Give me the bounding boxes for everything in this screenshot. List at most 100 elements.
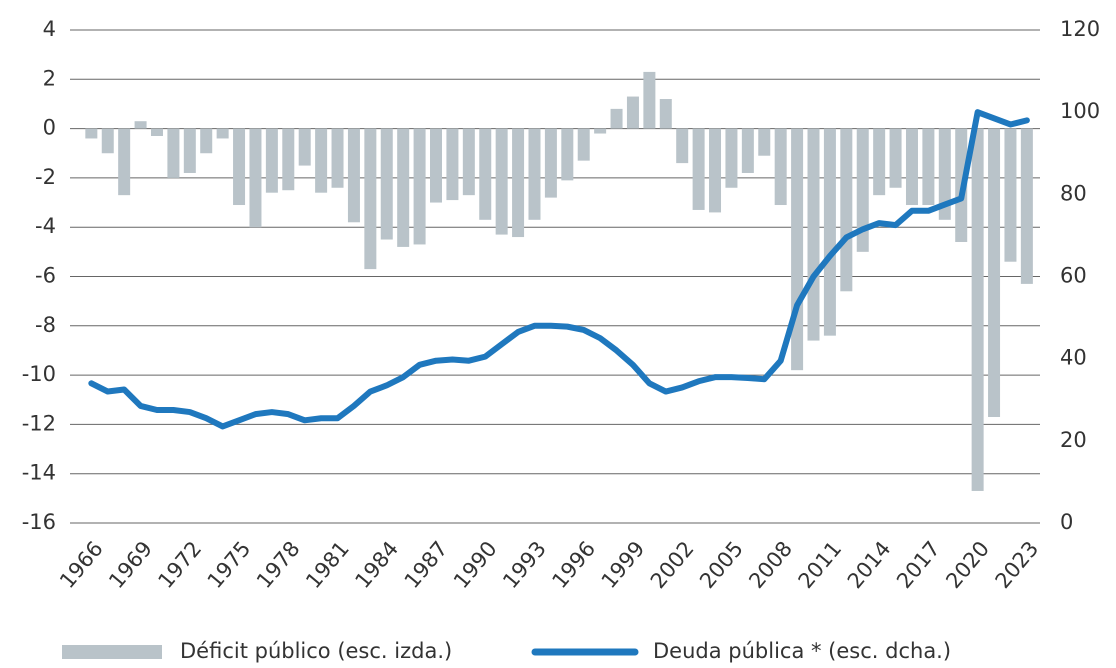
bar (971, 128, 984, 491)
bar (462, 128, 475, 196)
x-tick-label: 2020 (941, 537, 994, 593)
bar (873, 128, 886, 196)
y2-tick-label: 20 (1060, 428, 1087, 452)
x-tick-label: 2023 (991, 537, 1044, 593)
bar (807, 128, 820, 341)
x-tick-label: 1966 (55, 537, 108, 593)
bar (823, 128, 836, 336)
x-tick-label: 1996 (547, 537, 600, 593)
bar (216, 128, 229, 139)
bar (380, 128, 393, 240)
y-tick-label: -16 (22, 510, 56, 534)
y-tick-label: 4 (43, 17, 56, 41)
bar (692, 128, 705, 210)
y2-tick-label: 0 (1060, 510, 1073, 534)
bar (758, 128, 771, 156)
bar (922, 128, 935, 206)
x-tick-label: 1978 (252, 537, 305, 593)
bar (397, 128, 410, 247)
line (88, 109, 1030, 430)
bar (741, 128, 754, 173)
bar (495, 128, 508, 235)
bar (101, 128, 114, 154)
x-tick-label: 2005 (695, 537, 748, 593)
bar (331, 128, 344, 188)
bar (938, 128, 951, 220)
bar (1020, 128, 1033, 284)
bar (150, 128, 163, 136)
bar (676, 128, 689, 164)
bar (446, 128, 459, 201)
y-tick-label: -14 (22, 461, 56, 485)
bar (659, 99, 672, 129)
bar (479, 128, 492, 220)
x-tick-label: 2014 (843, 537, 896, 593)
bar (134, 121, 147, 129)
bar (594, 128, 607, 134)
bar (347, 128, 360, 223)
bar (709, 128, 722, 213)
x-tick-label: 2017 (892, 537, 945, 593)
y2-tick-label: 120 (1060, 17, 1100, 41)
legend-label: Déficit público (esc. izda.) (180, 639, 452, 663)
bar (561, 128, 574, 181)
x-tick-label: 1993 (498, 537, 551, 593)
bar (249, 128, 262, 228)
x-tick-label: 1990 (449, 537, 502, 593)
x-tick-label: 1984 (350, 537, 403, 593)
y-tick-label: 0 (43, 116, 56, 140)
y2-tick-label: 40 (1060, 346, 1087, 370)
bar (430, 128, 443, 203)
bar (889, 128, 902, 188)
bar (791, 128, 804, 371)
bar (1004, 128, 1017, 262)
bar (528, 128, 541, 220)
bar (610, 108, 623, 129)
bar (840, 128, 853, 292)
y-tick-label: -2 (35, 165, 56, 189)
x-tick-label: 2008 (744, 537, 797, 593)
x-tick-label: 1981 (301, 537, 354, 593)
bar (643, 71, 656, 129)
bar (364, 128, 377, 270)
bar (282, 128, 295, 191)
bar (774, 128, 787, 206)
y-tick-label: -4 (35, 214, 56, 238)
x-tick-label: 1975 (203, 537, 256, 593)
bar (856, 128, 869, 252)
y2-tick-label: 100 (1060, 99, 1100, 123)
y2-tick-label: 80 (1060, 181, 1087, 205)
y-tick-label: 2 (43, 66, 56, 90)
bar (626, 96, 639, 129)
bar (167, 128, 180, 178)
bar (577, 128, 590, 161)
bar (413, 128, 426, 245)
bar (265, 128, 278, 193)
x-tick-label: 1969 (104, 537, 157, 593)
y-tick-label: -10 (22, 362, 56, 386)
bar (200, 128, 213, 154)
legend-label: Deuda pública * (esc. dcha.) (653, 639, 951, 663)
x-tick-label: 2002 (646, 537, 699, 593)
bar (988, 128, 1001, 418)
bar (233, 128, 246, 206)
bar (544, 128, 557, 198)
bar (725, 128, 738, 188)
y-tick-label: -6 (35, 264, 56, 288)
y-tick-label: -12 (22, 411, 56, 435)
x-tick-label: 2011 (794, 537, 847, 593)
x-tick-label: 1987 (400, 537, 453, 593)
bar (905, 128, 918, 206)
x-tick-label: 1972 (153, 537, 206, 593)
bar (315, 128, 328, 193)
bar (118, 128, 131, 196)
bar (298, 128, 311, 166)
bar (512, 128, 525, 238)
y-tick-label: -8 (35, 313, 56, 337)
legend-swatch (62, 645, 162, 659)
x-tick-label: 1999 (597, 537, 650, 593)
bar (85, 128, 98, 139)
y2-tick-label: 60 (1060, 264, 1087, 288)
bar (183, 128, 196, 173)
